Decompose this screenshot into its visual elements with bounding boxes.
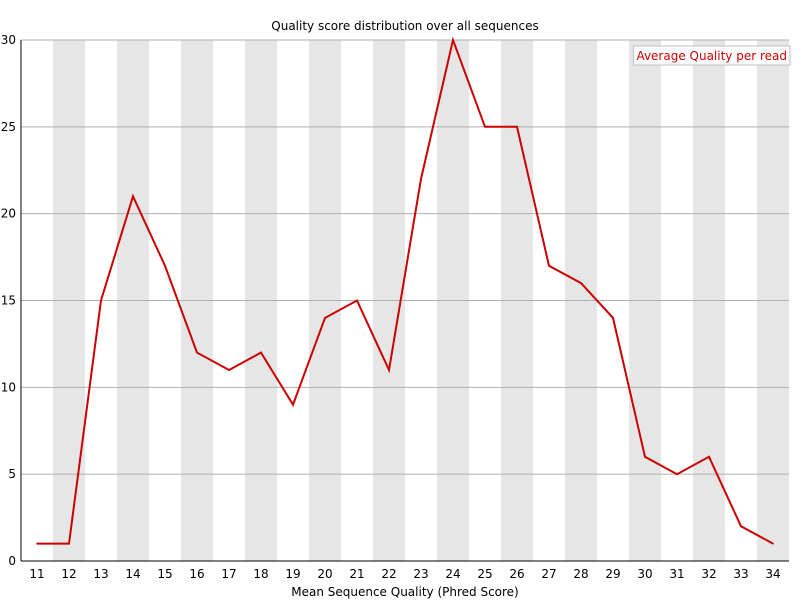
x-tick-label: 25 xyxy=(477,567,492,581)
x-tick-label: 15 xyxy=(157,567,172,581)
data-point xyxy=(228,369,230,371)
x-tick-label: 19 xyxy=(285,567,300,581)
x-tick-label: 21 xyxy=(349,567,364,581)
data-point xyxy=(612,317,614,319)
data-point xyxy=(292,403,294,406)
x-tick-labels: 11 12 13 14 15 16 17 18 19 20 21 22 23 24 25 26 27 28 29 30… xyxy=(29,567,780,581)
data-point xyxy=(100,299,102,302)
data-point xyxy=(420,178,422,180)
y-tick-labels: 0 5 10 15 20 25 30 xyxy=(1,33,16,568)
data-point xyxy=(68,542,70,545)
data-point xyxy=(36,542,38,545)
x-axis-label: Mean Sequence Quality (Phred Score) xyxy=(291,585,519,599)
data-point xyxy=(548,264,550,267)
x-tick-label: 18 xyxy=(253,567,268,581)
y-tick-label: 10 xyxy=(1,380,16,394)
x-tick-label: 16 xyxy=(189,567,204,581)
x-tick-label: 26 xyxy=(509,567,524,581)
x-tick-label: 23 xyxy=(413,567,428,581)
axes xyxy=(20,40,789,562)
x-tick-label: 33 xyxy=(733,567,748,581)
x-tick-label: 22 xyxy=(381,567,396,581)
y-tick-label: 30 xyxy=(1,33,16,47)
data-point xyxy=(324,317,326,319)
data-point xyxy=(356,299,358,302)
data-point xyxy=(708,456,710,458)
y-tick-label: 5 xyxy=(8,467,16,481)
data-point xyxy=(196,351,198,354)
data-point xyxy=(260,351,262,354)
series-lines xyxy=(36,36,774,545)
data-point xyxy=(164,264,166,267)
x-tick-label: 13 xyxy=(93,567,108,581)
data-point xyxy=(676,473,678,475)
data-point xyxy=(516,126,518,128)
data-point xyxy=(580,282,582,284)
x-tick-label: 12 xyxy=(61,567,76,581)
y-tick-label: 25 xyxy=(1,120,16,134)
chart-title: Quality score distribution over all sequ… xyxy=(271,19,538,33)
y-tick-label: 0 xyxy=(8,554,16,568)
x-tick-label: 11 xyxy=(29,567,44,581)
legend-box xyxy=(632,45,791,66)
x-tick-label: 28 xyxy=(573,567,588,581)
data-point xyxy=(740,525,742,528)
x-tick-label: 29 xyxy=(605,567,620,581)
x-tick-label: 14 xyxy=(125,567,140,581)
y-gridlines xyxy=(21,39,789,475)
x-tick-label: 20 xyxy=(317,567,332,581)
data-point xyxy=(132,195,134,198)
data-point xyxy=(484,126,486,128)
data-point xyxy=(644,456,646,458)
x-tick-label: 32 xyxy=(701,567,716,581)
data-point xyxy=(452,39,454,41)
x-tick-label: 31 xyxy=(669,567,684,581)
x-tick-label: 24 xyxy=(445,567,460,581)
series-line-0 xyxy=(37,36,774,545)
x-tick-label: 30 xyxy=(637,567,652,581)
legend: Average Quality per read xyxy=(632,45,791,66)
x-tick-label: 17 xyxy=(221,567,236,581)
y-tick-label: 20 xyxy=(1,207,16,221)
data-point xyxy=(388,369,390,371)
data-point xyxy=(772,542,774,545)
y-tick-label: 15 xyxy=(1,294,16,308)
x-tick-label: 34 xyxy=(765,567,780,581)
legend-entry: Average Quality per read xyxy=(636,49,787,63)
x-tick-label: 27 xyxy=(541,567,556,581)
